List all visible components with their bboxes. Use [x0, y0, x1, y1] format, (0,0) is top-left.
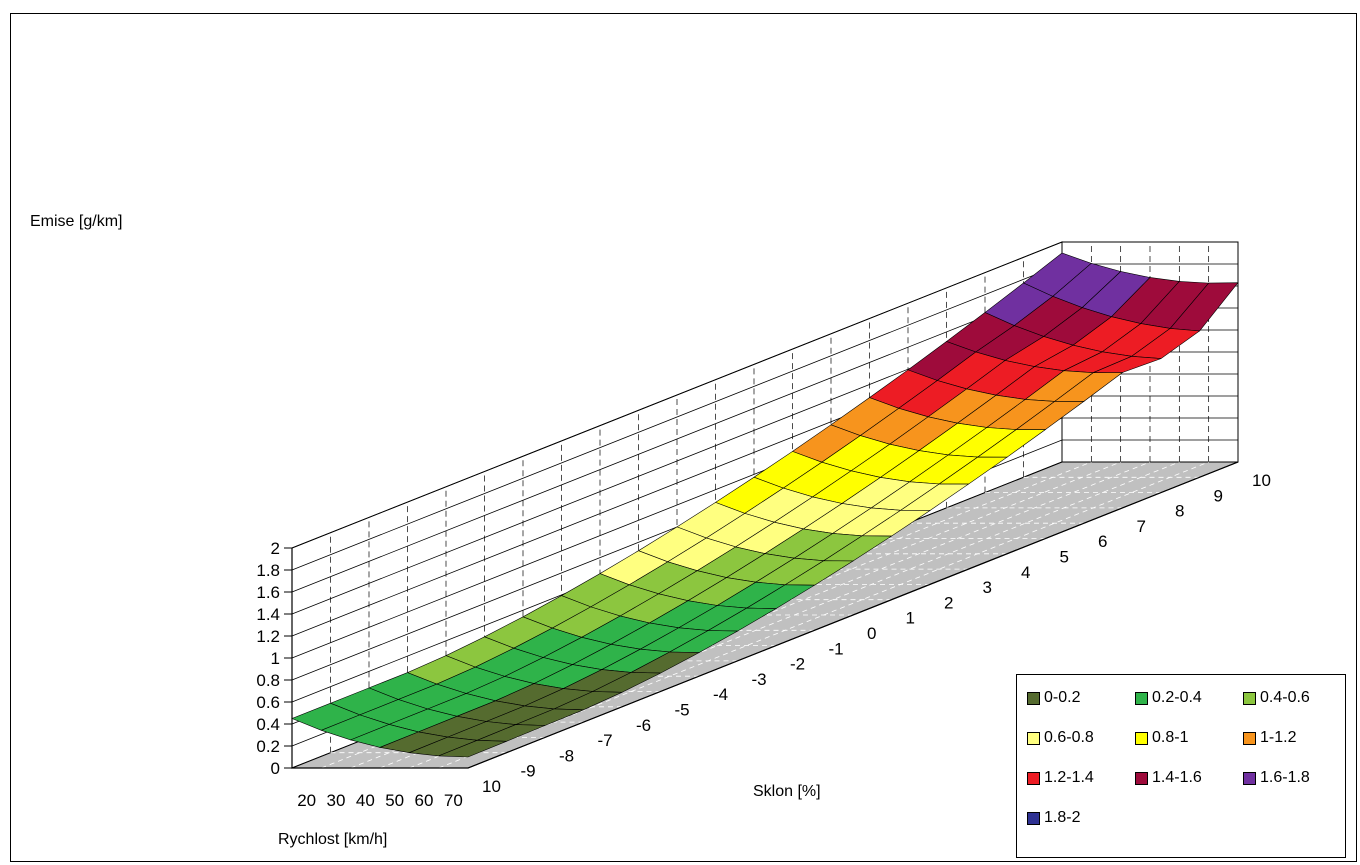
legend-swatch	[1027, 731, 1040, 745]
y-tick-label: 7	[1137, 517, 1146, 536]
y-tick-label: 2	[944, 593, 953, 612]
legend-item: 0.2-0.4	[1135, 689, 1202, 707]
legend-item: 1.6-1.8	[1243, 769, 1310, 787]
z-axis-label: Emise [g/km]	[30, 213, 122, 230]
y-tick-label: -5	[675, 701, 690, 720]
legend-label: 1.8-2	[1044, 809, 1081, 826]
legend-swatch	[1135, 691, 1148, 705]
legend-label: 0.6-0.8	[1044, 729, 1094, 746]
x-tick-label: 20	[297, 791, 316, 810]
legend-swatch	[1135, 731, 1148, 745]
legend-item: 0.4-0.6	[1243, 689, 1310, 707]
legend-swatch	[1243, 771, 1256, 785]
z-tick-label: 0.6	[256, 693, 280, 712]
z-tick-label: 1.6	[256, 583, 280, 602]
legend-item: 1.8-2	[1027, 809, 1080, 827]
chart-surface	[291, 252, 1239, 758]
legend-item: 1.4-1.6	[1135, 769, 1202, 787]
legend-item: 0.8-1	[1135, 729, 1188, 747]
z-tick-label: 0	[271, 759, 280, 778]
y-tick-label: -1	[829, 639, 844, 658]
y-axis-label: Sklon [%]	[753, 783, 821, 800]
y-tick-label: -6	[636, 716, 651, 735]
y-tick-label: -9	[521, 762, 536, 781]
z-tick-label: 0.2	[256, 737, 280, 756]
y-tick-label: 1	[906, 609, 915, 628]
legend-label: 0.2-0.4	[1152, 689, 1202, 706]
legend-swatch	[1243, 691, 1256, 705]
x-tick-label: 30	[327, 791, 346, 810]
z-gridline	[291, 241, 1238, 549]
legend-swatch	[1027, 691, 1040, 705]
z-tick-label: 1.4	[256, 605, 280, 624]
legend-swatch	[1243, 731, 1256, 745]
legend-label: 1.4-1.6	[1152, 769, 1202, 786]
y-tick-label: -4	[713, 685, 728, 704]
z-tick-label: 0.8	[256, 671, 280, 690]
legend-label: 1.2-1.4	[1044, 769, 1094, 786]
floor-gridline	[438, 461, 1209, 769]
legend-swatch	[1027, 811, 1040, 825]
y-tick-label: 4	[1021, 563, 1030, 582]
x-tick-labels: 20 30 40 50 60 70	[297, 791, 463, 810]
z-tick-label: 1.2	[256, 627, 280, 646]
y-tick-label: 6	[1098, 532, 1107, 551]
y-tick-label: 0	[867, 624, 876, 643]
y-tick-labels: 10 -9 -8 -7 -6 -5 -4 -3 -2 -1 0 1 2 3 4 5 6 7 8 9 10	[482, 471, 1271, 796]
legend-label: 0.8-1	[1152, 729, 1189, 746]
legend-label: 0.4-0.6	[1260, 689, 1310, 706]
legend-item: 0-0.2	[1027, 689, 1080, 707]
y-tick-label: -2	[790, 655, 805, 674]
y-tick-label: 10	[482, 777, 501, 796]
legend-item: 1-1.2	[1243, 729, 1296, 747]
y-tick-label: -7	[598, 731, 613, 750]
y-tick-label: 10	[1252, 471, 1271, 490]
legend-label: 1-1.2	[1260, 729, 1297, 746]
x-axis-label: Rychlost [km/h]	[278, 831, 387, 848]
y-tick-label: -3	[752, 670, 767, 689]
legend-swatch	[1027, 771, 1040, 785]
z-tick-label: 0.4	[256, 715, 280, 734]
y-tick-label: 8	[1175, 502, 1184, 521]
legend-swatch	[1135, 771, 1148, 785]
x-tick-label: 70	[444, 791, 463, 810]
x-tick-label: 60	[415, 791, 434, 810]
surface-cell	[438, 739, 507, 758]
y-tick-label: 5	[1060, 548, 1069, 567]
z-tick-label: 1	[271, 649, 280, 668]
legend-item: 0.6-0.8	[1027, 729, 1094, 747]
z-tick-label: 1.8	[256, 561, 280, 580]
y-tick-label: 3	[983, 578, 992, 597]
legend-label: 0-0.2	[1044, 689, 1081, 706]
legend-item: 1.2-1.4	[1027, 769, 1094, 787]
x-tick-label: 50	[385, 791, 404, 810]
y-tick-label: 9	[1214, 486, 1223, 505]
z-tick-labels: 0 0.2 0.4 0.6 0.8 1 1.2 1.4 1.6 1.8 2	[256, 539, 292, 778]
z-tick-label: 2	[271, 539, 280, 558]
y-tick-label: -8	[559, 746, 574, 765]
legend-label: 1.6-1.8	[1260, 769, 1310, 786]
x-tick-label: 40	[356, 791, 375, 810]
legend: 0-0.2 0.2-0.4 0.4-0.6 0.6-0.8 0.8-1 1-1.2 1.2-…	[1016, 674, 1346, 858]
